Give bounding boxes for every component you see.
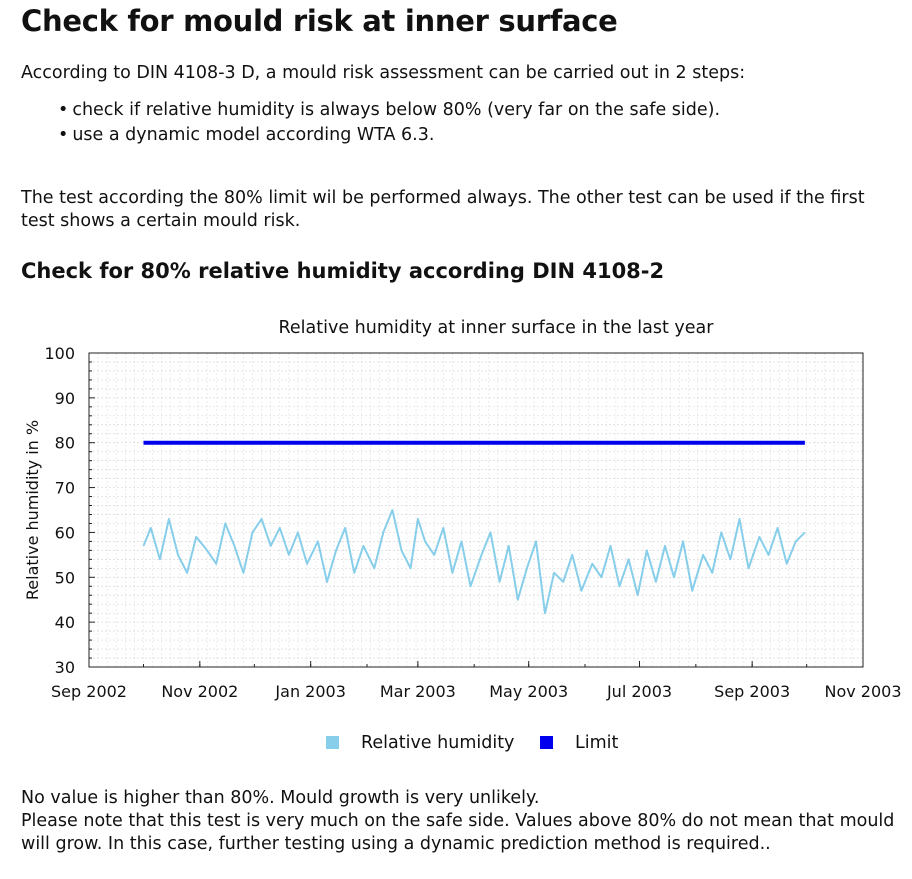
- legend-label-humidity: Relative humidity: [361, 733, 514, 753]
- x-tick-label: May 2003: [489, 682, 568, 701]
- y-tick-label: 50: [55, 568, 75, 587]
- x-tick-label: Mar 2003: [380, 682, 456, 701]
- test-description: The test according the 80% limit wil be …: [21, 188, 865, 231]
- y-tick-label: 30: [55, 658, 75, 677]
- y-axis-label: Relative humidity in %: [23, 420, 42, 600]
- legend-label-limit: Limit: [575, 733, 619, 753]
- note-line: Please note that this test is very much …: [21, 811, 895, 854]
- axes: 30 40 50 60 70 80 90 100 Sep 2002 Nov 2002 Jan 200…: [44, 344, 901, 701]
- series: [142, 440, 806, 615]
- y-tick-label: 80: [55, 434, 75, 453]
- plot-frame: [88, 352, 864, 668]
- legend-swatch-limit: [540, 736, 553, 749]
- humidity-chart: Relative humidity at inner surface in th…: [23, 318, 902, 753]
- legend-swatch-humidity: [326, 736, 339, 749]
- x-tick-label: Jan 2003: [274, 682, 345, 701]
- x-tick-label: Sep 2003: [714, 682, 790, 701]
- list-item: check if relative humidity is always bel…: [58, 99, 720, 121]
- list-item: use a dynamic model according WTA 6.3.: [58, 124, 720, 146]
- result-line: No value is higher than 80%. Mould growt…: [21, 788, 540, 808]
- y-tick-label: 40: [55, 613, 75, 632]
- chart-title: Relative humidity at inner surface in th…: [279, 318, 715, 338]
- x-tick-label: Sep 2002: [51, 682, 127, 701]
- x-tick-label: Nov 2002: [161, 682, 238, 701]
- page-title: Check for mould risk at inner surface: [21, 4, 618, 38]
- section-title: Check for 80% relative humidity accordin…: [21, 259, 665, 283]
- x-tick-label: Jul 2003: [606, 682, 672, 701]
- y-tick-label: 100: [44, 344, 75, 363]
- grid: [88, 352, 863, 668]
- y-tick-label: 90: [55, 389, 75, 408]
- y-tick-label: 60: [55, 523, 75, 542]
- humidity-line: [142, 509, 806, 615]
- result-text: No value is higher than 80%. Mould growt…: [21, 787, 901, 856]
- steps-list: check if relative humidity is always bel…: [58, 99, 720, 149]
- y-tick-label: 70: [55, 479, 75, 498]
- intro-text: According to DIN 4108-3 D, a mould risk …: [21, 63, 746, 83]
- x-tick-label: Nov 2003: [824, 682, 901, 701]
- legend: Relative humidity Limit: [326, 733, 619, 753]
